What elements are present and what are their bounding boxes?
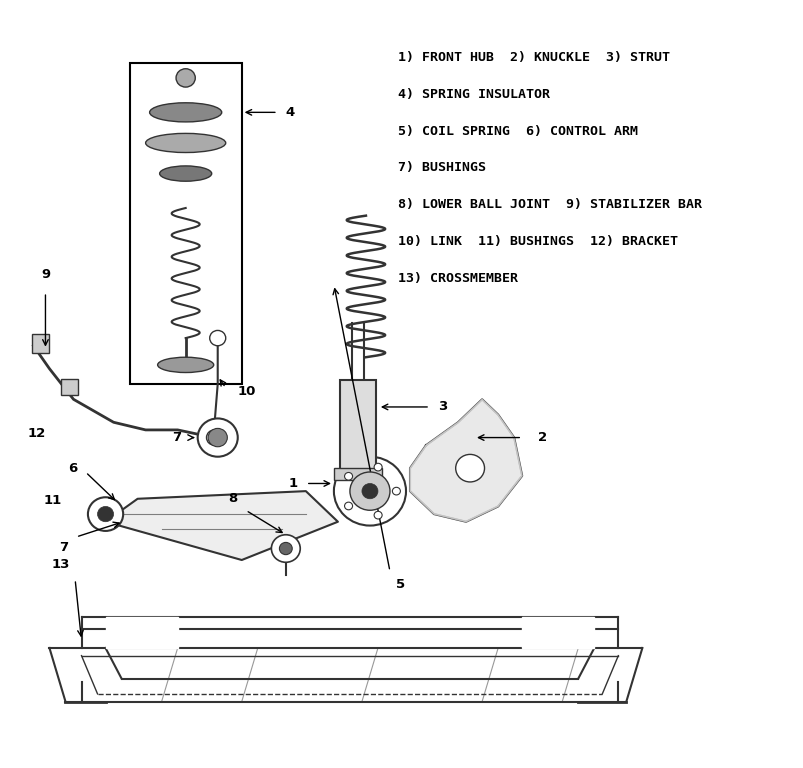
Text: 13: 13 xyxy=(51,558,69,571)
Circle shape xyxy=(349,472,389,510)
Text: 10: 10 xyxy=(238,386,256,398)
Ellipse shape xyxy=(160,166,211,181)
Text: 4: 4 xyxy=(286,106,295,119)
Text: 12: 12 xyxy=(27,427,46,440)
Circle shape xyxy=(344,472,353,480)
Circle shape xyxy=(206,430,222,445)
Text: 10) LINK  11) BUSHINGS  12) BRACKET: 10) LINK 11) BUSHINGS 12) BRACKET xyxy=(397,235,677,248)
Polygon shape xyxy=(410,399,521,521)
Ellipse shape xyxy=(149,103,222,122)
Bar xyxy=(61,379,77,396)
Polygon shape xyxy=(521,617,593,648)
Circle shape xyxy=(271,535,300,562)
Circle shape xyxy=(373,511,381,519)
Bar xyxy=(129,63,242,384)
Text: 4) SPRING INSULATOR: 4) SPRING INSULATOR xyxy=(397,88,549,101)
Text: 5: 5 xyxy=(396,578,405,591)
Bar xyxy=(333,468,381,480)
Text: 11: 11 xyxy=(43,494,61,507)
Text: 7) BUSHINGS: 7) BUSHINGS xyxy=(397,161,485,174)
Text: 8) LOWER BALL JOINT  9) STABILIZER BAR: 8) LOWER BALL JOINT 9) STABILIZER BAR xyxy=(397,198,701,211)
Circle shape xyxy=(208,429,227,447)
Polygon shape xyxy=(105,617,177,648)
Circle shape xyxy=(279,542,291,554)
Polygon shape xyxy=(105,491,337,560)
Circle shape xyxy=(373,463,381,471)
Text: 3: 3 xyxy=(438,400,446,413)
Circle shape xyxy=(210,330,226,346)
Text: 7: 7 xyxy=(173,431,181,444)
Circle shape xyxy=(97,506,113,521)
Text: 1: 1 xyxy=(288,477,297,490)
Text: 2: 2 xyxy=(537,431,547,444)
Text: 1) FRONT HUB  2) KNUCKLE  3) STRUT: 1) FRONT HUB 2) KNUCKLE 3) STRUT xyxy=(397,51,669,65)
Text: 9: 9 xyxy=(41,268,50,280)
Text: 6: 6 xyxy=(68,462,77,475)
Circle shape xyxy=(88,497,123,531)
Circle shape xyxy=(333,457,406,525)
Text: 8: 8 xyxy=(228,492,238,505)
Circle shape xyxy=(344,502,353,510)
Text: 13) CROSSMEMBER: 13) CROSSMEMBER xyxy=(397,272,517,284)
Text: 5) COIL SPRING  6) CONTROL ARM: 5) COIL SPRING 6) CONTROL ARM xyxy=(397,124,638,137)
Circle shape xyxy=(455,455,484,482)
Bar xyxy=(32,334,50,353)
Ellipse shape xyxy=(157,357,214,372)
Circle shape xyxy=(176,68,195,87)
Bar xyxy=(340,380,375,472)
Circle shape xyxy=(361,484,377,498)
Circle shape xyxy=(392,488,400,495)
Circle shape xyxy=(198,419,238,457)
Ellipse shape xyxy=(145,134,226,153)
Text: 7: 7 xyxy=(59,541,67,554)
